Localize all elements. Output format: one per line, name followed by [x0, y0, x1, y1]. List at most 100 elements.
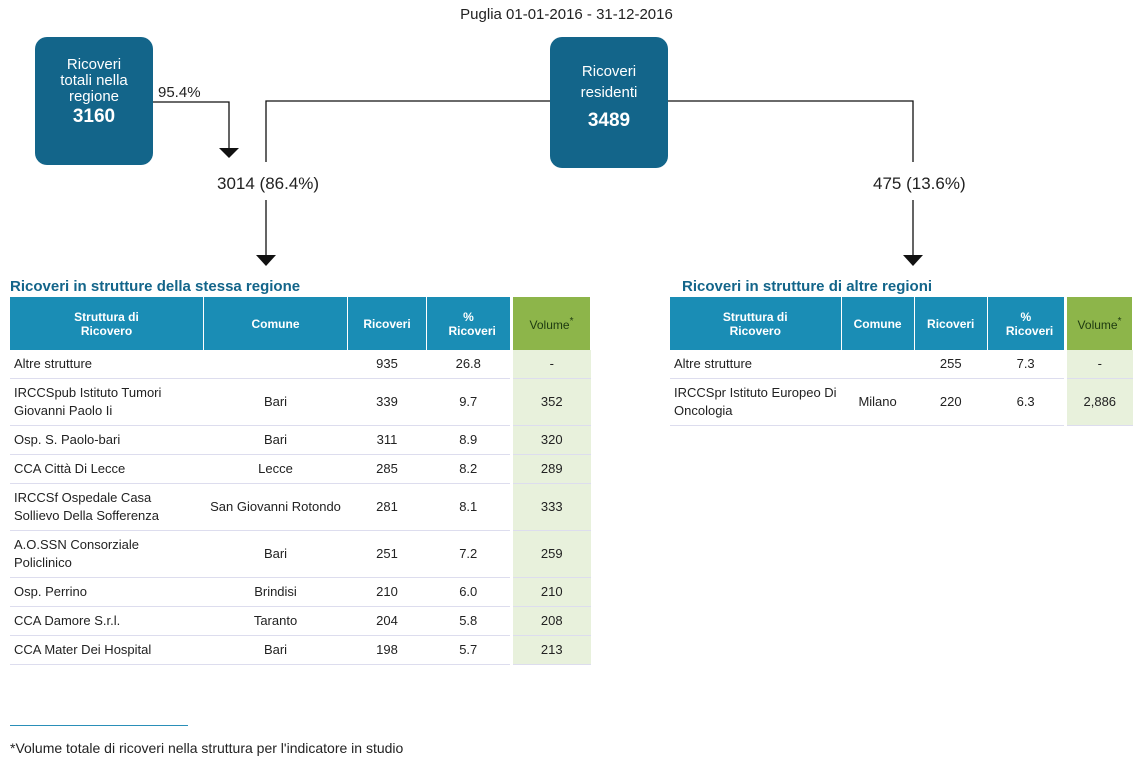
table-cell: 7.3 [987, 350, 1066, 379]
table-cell: 5.7 [426, 635, 512, 665]
column-header: Volume* [510, 297, 591, 350]
table-cell: 7.2 [426, 530, 512, 578]
column-header: Ricoveri [347, 297, 427, 350]
box-value: 3489 [587, 110, 631, 131]
table-cell: 204 [347, 606, 427, 636]
table-cell: 281 [347, 483, 427, 531]
header-row: Struttura di Ricovero Comune Ricoveri % Ric… [10, 297, 591, 350]
table-cell: 255 [914, 350, 988, 379]
header-text: Comune [853, 316, 902, 331]
table-row: Altre strutture 935 26.8- [10, 350, 591, 379]
table-cell: 320 [510, 425, 591, 455]
table-row: CCA Damore S.r.l. Taranto 204 5.8 208 [10, 606, 591, 636]
table-cell: 213 [510, 635, 591, 665]
table-row: Altre strutture 255 7.3- [670, 350, 1133, 379]
table-row: CCA Mater Dei Hospital Bari 198 5.7 213 [10, 635, 591, 665]
table-cell [841, 350, 915, 379]
table-row: IRCCSpub Istituto Tumori Giovanni Paolo … [10, 378, 591, 426]
header-text: Ricoveri [363, 316, 411, 331]
table-cell: 259 [510, 530, 591, 578]
table-cell: A.O.SSN Consorziale Policlinico [10, 530, 204, 578]
column-header: % Ricoveri [426, 297, 512, 350]
table-cell: 210 [510, 577, 591, 607]
table-cell: 8.2 [426, 454, 512, 484]
resident-box: Ricoveri residenti 3489 [550, 37, 668, 168]
column-header: Struttura di Ricovero [10, 297, 204, 350]
total-box: Ricoveri totali nella regione 3160 [35, 37, 153, 165]
header-text: Ricoveri [927, 316, 975, 331]
subtitle: Puglia 01-01-2016 - 31-12-2016 [460, 6, 673, 23]
footnote: *Volume totale di ricoveri nella struttu… [10, 740, 404, 756]
table-cell: Lecce [203, 454, 348, 484]
table-row: IRCCSpr Istituto Europeo Di Oncologia Mil… [670, 378, 1133, 426]
header-row: Struttura di Ricovero Comune Ricoveri % Ric… [670, 297, 1133, 350]
table-cell: 220 [914, 378, 988, 426]
table-cell: 198 [347, 635, 427, 665]
table-cell: 333 [510, 483, 591, 531]
table-title: Ricoveri in strutture di altre regioni [682, 278, 933, 295]
table-cell: Taranto [203, 606, 348, 636]
table-title: Ricoveri in strutture della stessa regio… [10, 278, 301, 295]
table-cell: 9.7 [426, 378, 512, 426]
column-header: Struttura di Ricovero [670, 297, 842, 350]
table-cell: San Giovanni Rotondo [203, 483, 348, 531]
table-cell: 6.0 [426, 577, 512, 607]
table-cell: 6.3 [987, 378, 1066, 426]
table-cell: - [510, 350, 591, 379]
table-cell: 352 [510, 378, 591, 426]
table-cell: 339 [347, 378, 427, 426]
table-cell: 285 [347, 454, 427, 484]
table-cell: CCA Mater Dei Hospital [10, 635, 204, 665]
header-text: Volume [1077, 317, 1118, 332]
table-cell: IRCCSf Ospedale Casa Sollievo Della Soff… [10, 483, 204, 531]
table-cell: 8.1 [426, 483, 512, 531]
table-cell: 2,886 [1064, 378, 1133, 426]
header-text: Struttura di Ricovero [722, 309, 788, 338]
table-cell: 26.8 [426, 350, 512, 379]
table-cell: IRCCSpub Istituto Tumori Giovanni Paolo … [10, 378, 204, 426]
flow-label: 3014 (86.4%) [217, 174, 320, 193]
table-cell: Brindisi [203, 577, 348, 607]
column-header: Ricoveri [914, 297, 988, 350]
table-row: IRCCSf Ospedale Casa Sollievo Della Soff… [10, 483, 591, 531]
flow-label: 95.4% [158, 84, 201, 101]
table-cell: Bari [203, 530, 348, 578]
header-text: Struttura di Ricovero [74, 309, 139, 338]
column-header: Comune [841, 297, 915, 350]
table-cell: Bari [203, 635, 348, 665]
box-label: Ricoveri totali nella regione [60, 56, 128, 105]
header-text: Volume [529, 317, 570, 332]
table-cell: 210 [347, 577, 427, 607]
table-cell [203, 350, 348, 379]
column-header: Volume* [1064, 297, 1133, 350]
data-table: Struttura di Ricovero Comune Ricoveri % Ric… [670, 297, 1133, 426]
table-cell: Altre strutture [10, 350, 204, 379]
box-value: 3160 [72, 106, 116, 127]
table-cell: Bari [203, 378, 348, 426]
table-cell: Altre strutture [670, 350, 842, 379]
table-row: Osp. Perrino Brindisi 210 6.0 210 [10, 577, 591, 607]
table-cell: 208 [510, 606, 591, 636]
column-header: Comune [203, 297, 348, 350]
table-row: Osp. S. Paolo-bari Bari 311 8.9 320 [10, 425, 591, 455]
table-cell: Osp. Perrino [10, 577, 204, 607]
data-table: Struttura di Ricovero Comune Ricoveri % Ric… [10, 297, 591, 665]
table-row: CCA Città Di Lecce Lecce 285 8.2 289 [10, 454, 591, 484]
header-marker: * [1117, 315, 1122, 327]
box-label: Ricoveri residenti [580, 63, 638, 101]
header-text: % Ricoveri [448, 309, 496, 338]
header-text: Comune [251, 316, 300, 331]
table-cell: CCA Città Di Lecce [10, 454, 204, 484]
table-cell: Milano [841, 378, 915, 426]
table-cell: CCA Damore S.r.l. [10, 606, 204, 636]
flow-label: 475 (13.6%) [873, 174, 966, 193]
table-cell: 289 [510, 454, 591, 484]
table-cell: 5.8 [426, 606, 512, 636]
table-row: A.O.SSN Consorziale Policlinico Bari 251 7.… [10, 530, 591, 578]
table-cell: IRCCSpr Istituto Europeo Di Oncologia [670, 378, 842, 426]
header-text: % Ricoveri [1005, 309, 1054, 338]
table-cell: 8.9 [426, 425, 512, 455]
table-cell: Osp. S. Paolo-bari [10, 425, 204, 455]
footnote-rule [10, 725, 188, 726]
